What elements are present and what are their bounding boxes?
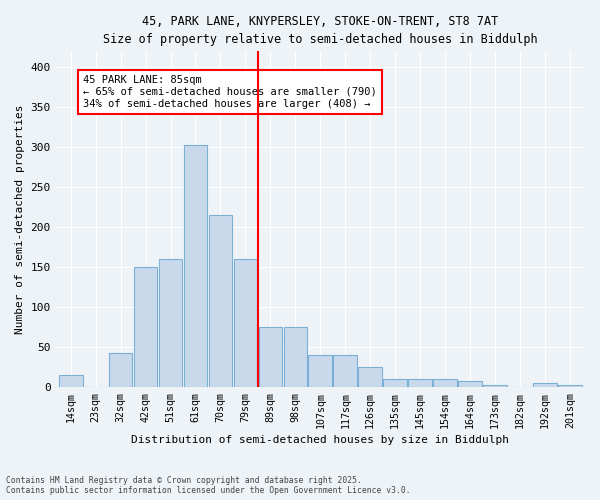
Bar xyxy=(284,327,307,387)
Bar xyxy=(233,259,257,387)
Bar xyxy=(184,145,208,387)
Bar xyxy=(209,216,232,387)
Bar xyxy=(109,353,133,387)
Title: 45, PARK LANE, KNYPERSLEY, STOKE-ON-TRENT, ST8 7AT
Size of property relative to : 45, PARK LANE, KNYPERSLEY, STOKE-ON-TREN… xyxy=(103,15,538,46)
Bar xyxy=(59,375,83,387)
Text: 45 PARK LANE: 85sqm
← 65% of semi-detached houses are smaller (790)
34% of semi-: 45 PARK LANE: 85sqm ← 65% of semi-detach… xyxy=(83,76,377,108)
Bar xyxy=(308,355,332,387)
Bar xyxy=(458,381,482,387)
Bar xyxy=(533,383,557,387)
Bar xyxy=(134,267,157,387)
Y-axis label: Number of semi-detached properties: Number of semi-detached properties xyxy=(15,104,25,334)
Bar xyxy=(558,385,582,387)
Bar xyxy=(383,379,407,387)
Bar xyxy=(334,355,357,387)
Bar xyxy=(158,259,182,387)
X-axis label: Distribution of semi-detached houses by size in Biddulph: Distribution of semi-detached houses by … xyxy=(131,435,509,445)
Bar xyxy=(433,379,457,387)
Text: Contains HM Land Registry data © Crown copyright and database right 2025.
Contai: Contains HM Land Registry data © Crown c… xyxy=(6,476,410,495)
Bar xyxy=(358,367,382,387)
Bar xyxy=(409,379,432,387)
Bar xyxy=(259,327,282,387)
Bar xyxy=(483,385,507,387)
